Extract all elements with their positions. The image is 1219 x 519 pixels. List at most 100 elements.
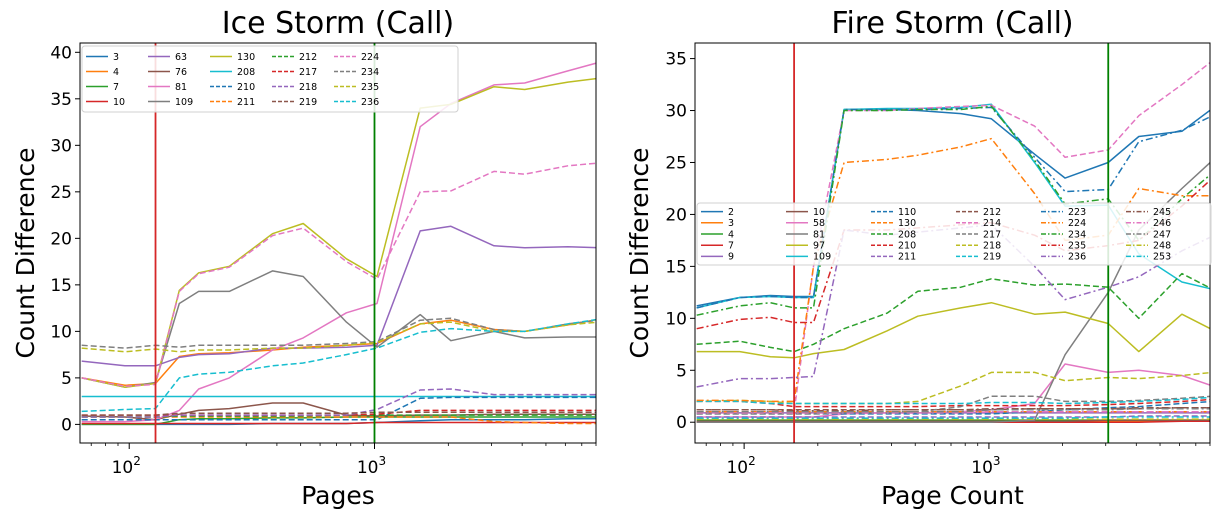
- series-line-4: [81, 318, 596, 387]
- legend: 3 4 7 10 63 76 81 109 130 208 210 211 212 217 218 219 22…: [81, 45, 459, 113]
- series-line-10: [81, 421, 596, 425]
- legend-label-247: 247: [1153, 229, 1171, 240]
- legend-label-109: 109: [175, 97, 193, 108]
- series-line-246: [696, 411, 1210, 414]
- legend-label-109: 109: [813, 252, 831, 263]
- legend-label-81: 81: [813, 229, 825, 240]
- y-tick-label: 20: [665, 205, 687, 225]
- series-line-217: [696, 395, 1210, 415]
- legend-label-7: 7: [113, 82, 119, 93]
- legend-label-214: 214: [983, 218, 1001, 229]
- legend-label-235: 235: [361, 82, 379, 93]
- legend-label-245: 245: [1153, 207, 1171, 218]
- y-tick-label: 35: [665, 50, 687, 70]
- legend: 2347910588197109110130208210211212214217…: [696, 202, 1212, 266]
- x-tick-exponent: 3: [378, 454, 386, 468]
- series-line-10: [696, 419, 1210, 422]
- y-tick-label: 30: [665, 102, 687, 122]
- legend-label-234: 234: [1068, 229, 1086, 240]
- series-line-81: [696, 161, 1210, 423]
- series-line-208: [696, 272, 1210, 353]
- legend-label-3: 3: [728, 218, 734, 229]
- x-tick-label: 102: [112, 454, 141, 478]
- legend-label-208: 208: [237, 67, 255, 78]
- series-line-235: [81, 321, 596, 353]
- chart-title: Fire Storm (Call): [831, 6, 1073, 41]
- legend-label-110: 110: [898, 207, 916, 218]
- legend-box: [81, 45, 459, 113]
- legend-label-253: 253: [1153, 252, 1171, 263]
- legend-label-212: 212: [299, 52, 317, 63]
- y-tick-label: 25: [665, 153, 687, 173]
- legend-label-219: 219: [299, 97, 317, 108]
- legend-label-236: 236: [1068, 252, 1086, 263]
- legend-label-217: 217: [299, 67, 317, 78]
- legend-label-4: 4: [728, 229, 734, 240]
- axes-frame: [79, 42, 597, 444]
- legend-label-208: 208: [898, 229, 916, 240]
- legend-label-81: 81: [175, 82, 187, 93]
- x-tick-exponent: 2: [133, 454, 141, 468]
- series-line-234: [696, 105, 1210, 316]
- x-tick-exponent: 2: [748, 454, 756, 468]
- y-tick-label: 5: [61, 369, 72, 389]
- legend-label-76: 76: [175, 67, 187, 78]
- legend-label-9: 9: [728, 252, 734, 263]
- y-tick-label: 15: [50, 276, 72, 296]
- legend-label-218: 218: [983, 241, 1001, 252]
- series-line-210: [696, 398, 1210, 408]
- y-tick-label: 30: [50, 136, 72, 156]
- legend-label-4: 4: [113, 67, 119, 78]
- series-line-63: [81, 225, 596, 367]
- y-axis-label: Count Difference: [11, 147, 40, 358]
- legend-label-10: 10: [113, 97, 125, 108]
- legend-label-211: 211: [237, 97, 255, 108]
- legend-label-2: 2: [728, 207, 734, 218]
- x-tick-base: 10: [357, 458, 379, 478]
- y-tick-label: 40: [50, 43, 72, 63]
- series-line-219: [81, 411, 596, 416]
- legend-label-235: 235: [1068, 241, 1086, 252]
- series-line-253: [696, 416, 1210, 419]
- x-axis-label: Page Count: [881, 481, 1024, 510]
- series-line-223: [696, 106, 1210, 309]
- x-tick-label: 102: [726, 454, 755, 478]
- series-line-219: [696, 396, 1210, 405]
- legend-label-219: 219: [983, 252, 1001, 263]
- legend-box: [696, 202, 1212, 266]
- chart-title: Ice Storm (Call): [222, 6, 454, 41]
- series-line-224: [696, 137, 1210, 403]
- legend-label-130: 130: [237, 52, 255, 63]
- x-axis-label: Pages: [301, 481, 375, 510]
- series-line-245: [696, 406, 1210, 412]
- series-line-130: [81, 77, 596, 388]
- y-tick-label: 35: [50, 90, 72, 110]
- series-line-247: [696, 407, 1210, 413]
- series-line-97: [696, 301, 1210, 359]
- series-line-218: [81, 388, 596, 418]
- plot-area: [81, 43, 596, 443]
- series-line-210: [81, 396, 596, 421]
- legend-label-210: 210: [237, 82, 255, 93]
- x-tick-label: 103: [971, 454, 1000, 478]
- legend-label-63: 63: [175, 52, 187, 63]
- y-tick-label: 5: [676, 361, 687, 381]
- series-line-2: [696, 108, 1210, 307]
- legend-label-248: 248: [1153, 241, 1171, 252]
- legend-label-3: 3: [113, 52, 119, 63]
- series-line-224: [81, 162, 596, 388]
- y-tick-label: 15: [665, 257, 687, 277]
- x-tick-exponent: 3: [993, 454, 1001, 468]
- legend-label-224: 224: [361, 52, 379, 63]
- legend-label-211: 211: [898, 252, 916, 263]
- legend-label-218: 218: [299, 82, 317, 93]
- legend-label-97: 97: [813, 241, 825, 252]
- y-tick-label: 10: [50, 322, 72, 342]
- legend-label-130: 130: [898, 218, 916, 229]
- y-tick-label: 0: [61, 415, 72, 435]
- y-axis-label: Count Difference: [625, 147, 654, 358]
- legend-label-224: 224: [1068, 218, 1086, 229]
- x-tick-label: 103: [357, 454, 386, 478]
